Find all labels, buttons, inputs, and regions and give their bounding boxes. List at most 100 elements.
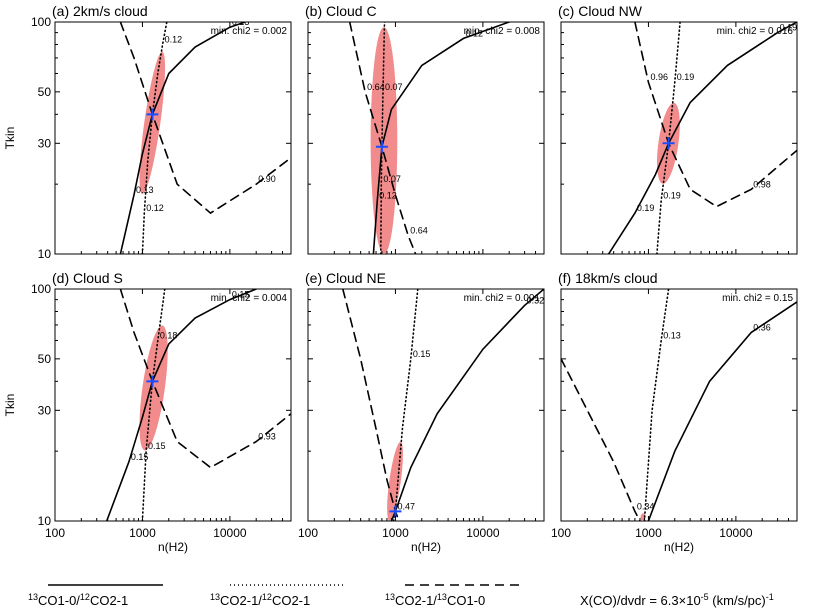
chi2-region-ellipse xyxy=(139,325,168,451)
y-tick-label: 10 xyxy=(38,514,52,528)
plot-area: 0.120.120.070.070.640.64 xyxy=(348,22,510,254)
min-chi2-label: min. chi2 = 0.016 xyxy=(717,26,794,37)
legend-dotted-label: 13CO2-1/12CO2-1 xyxy=(210,592,310,608)
note-exponent: -1 xyxy=(766,592,774,602)
contour-label: 0.96 xyxy=(650,72,668,82)
contour-label: 0.93 xyxy=(258,432,276,442)
contour-label: 0.19 xyxy=(637,203,655,213)
panel-title: (b) Cloud C xyxy=(305,3,377,19)
x-tick-label: 1000 xyxy=(129,526,156,540)
plot-area: 0.13 0.13 0.12 0.12 0.90 xyxy=(119,17,291,254)
note-text: (km/s/pc) xyxy=(709,593,766,608)
contour-label: 0.64 xyxy=(367,82,385,92)
contour-label: 0.07 xyxy=(383,174,401,184)
dashed-ratio-curve xyxy=(634,22,797,208)
best-fit-marker xyxy=(389,505,402,518)
isotope-sup: 13 xyxy=(385,592,395,602)
y-axis-label: Tkin xyxy=(3,127,17,150)
solid-ratio-curve xyxy=(372,22,510,254)
dashed-ratio-curve xyxy=(119,289,291,469)
best-fit-marker xyxy=(146,108,159,121)
dashed-ratio-curve xyxy=(561,358,641,521)
contour-label: 0.13 xyxy=(232,17,250,27)
contour-label: 0.15 xyxy=(413,349,431,359)
solid-ratio-curve xyxy=(119,22,247,254)
contour-label: 0.32 xyxy=(527,295,545,305)
contour-label: 0.18 xyxy=(160,330,178,340)
note-text: X(CO)/dvdr = 6.3×10 xyxy=(580,593,701,608)
plot-area: 0.19 0.19 0.19 0.19 0.98 0.96 xyxy=(607,22,798,254)
x-tick-label: 100 xyxy=(45,526,65,540)
contour-label: 0.19 xyxy=(780,23,798,33)
panel-title: (d) Cloud S xyxy=(52,270,123,286)
chi2-region-ellipse xyxy=(139,51,166,195)
legend: 13CO1-0/12CO2-1 13CO2-1/12CO2-1 13CO2-1/13… xyxy=(28,584,774,608)
legend-dashed-label: 13CO2-1/13CO1-0 xyxy=(385,592,485,608)
note-exponent: -5 xyxy=(701,592,709,602)
isotope-sup: 13 xyxy=(28,592,38,602)
contour-label: 0.15 xyxy=(131,452,149,462)
x-tick-label: 100 xyxy=(551,526,571,540)
panel-frame xyxy=(560,288,798,522)
y-tick-label: 100 xyxy=(31,15,51,29)
x-tick-label: 10000 xyxy=(719,526,753,540)
species: CO1-0/ xyxy=(38,593,80,608)
y-tick-label: 30 xyxy=(38,403,52,417)
min-chi2-label: min. chi2 = 0.008 xyxy=(464,26,541,37)
solid-ratio-curve xyxy=(647,301,797,521)
y-axis-label: Tkin xyxy=(3,394,17,417)
x-tick-label: 100 xyxy=(298,526,318,540)
solid-ratio-curve xyxy=(390,289,544,521)
isotope-sup: 13 xyxy=(210,592,220,602)
contour-label: 0.13 xyxy=(663,330,681,340)
contour-label: 0.90 xyxy=(258,174,276,184)
dashed-ratio-curve xyxy=(119,22,291,215)
dashed-ratio-curve xyxy=(348,22,417,254)
panel-frame xyxy=(54,288,292,522)
contour-label: 0.12 xyxy=(146,203,164,213)
panel-title: (a) 2km/s cloud xyxy=(52,3,148,19)
contour-label: 0.12 xyxy=(465,28,483,38)
contour-label: 0.47 xyxy=(397,501,415,511)
panel-frame xyxy=(560,21,798,255)
x-axis-label: n(H2) xyxy=(411,540,441,554)
dotted-ratio-curve xyxy=(643,289,670,521)
y-tick-label: 50 xyxy=(38,85,52,99)
dotted-ratio-curve xyxy=(392,289,419,521)
contour-label: 0.12 xyxy=(165,34,183,44)
panel-frame xyxy=(54,21,292,255)
x-axis-label: n(H2) xyxy=(664,540,694,554)
species: CO2-1/ xyxy=(220,593,262,608)
x-tick-label: 1000 xyxy=(382,526,409,540)
species: CO2-1 xyxy=(90,593,128,608)
contour-label: 0.15 xyxy=(232,290,250,300)
plot-area: 0.32 0.15 0.47 xyxy=(342,289,545,521)
min-chi2-label: min. chi2 = 0.002 xyxy=(211,26,288,37)
contour-label: 0.64 xyxy=(410,226,428,236)
plot-area: 0.36 0.13 0.34 xyxy=(561,289,797,521)
legend-solid-label: 13CO1-0/12CO2-1 xyxy=(28,592,128,608)
y-tick-label: 30 xyxy=(38,136,52,150)
panel-title: (e) Cloud NE xyxy=(305,270,386,286)
x-tick-label: 10000 xyxy=(466,526,500,540)
contour-label: 0.12 xyxy=(379,191,397,201)
species: CO2-1/ xyxy=(395,593,437,608)
best-fit-marker xyxy=(662,137,675,150)
panel-title: (f) 18km/s cloud xyxy=(558,270,658,286)
contour-label: 0.13 xyxy=(136,185,154,195)
x-tick-label: 10000 xyxy=(213,526,247,540)
contour-label: 0.19 xyxy=(677,72,695,82)
solid-ratio-curve xyxy=(607,22,797,254)
contour-label: 0.15 xyxy=(148,441,166,451)
y-tick-label: 100 xyxy=(31,282,51,296)
solid-ratio-curve xyxy=(105,289,257,521)
x-tick-label: 1000 xyxy=(635,526,662,540)
contour-label: 0.98 xyxy=(753,179,771,189)
contour-label: 0.19 xyxy=(663,191,681,201)
